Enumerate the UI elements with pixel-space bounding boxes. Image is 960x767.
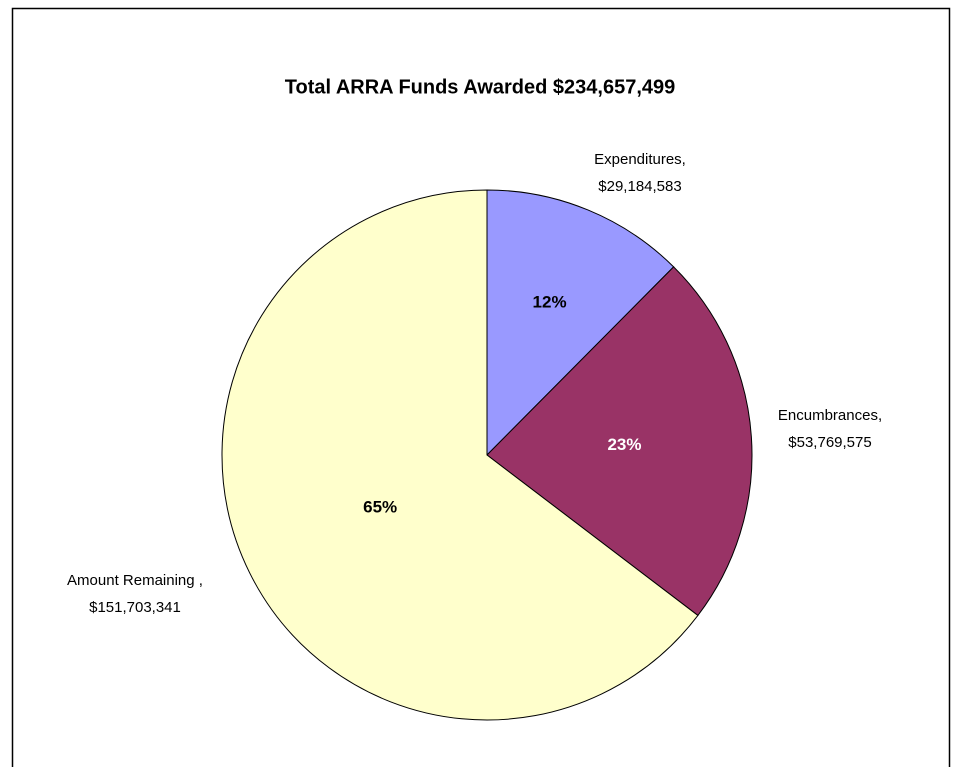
category-label: Amount Remaining ,	[67, 572, 203, 589]
pie-slice	[486, 189, 675, 457]
value-label: $29,184,583	[598, 178, 681, 195]
pie-slice	[486, 266, 753, 617]
percent-label: 12%	[533, 293, 567, 312]
category-label: Encumbrances,	[778, 407, 882, 424]
pie-slice	[221, 189, 699, 721]
category-label: Expenditures,	[594, 151, 686, 168]
percent-label: 23%	[607, 435, 641, 454]
chart-title: Total ARRA Funds Awarded $234,657,499	[285, 76, 676, 98]
percent-label: 65%	[363, 497, 397, 516]
value-label: $151,703,341	[89, 599, 181, 616]
value-label: $53,769,575	[788, 434, 871, 451]
